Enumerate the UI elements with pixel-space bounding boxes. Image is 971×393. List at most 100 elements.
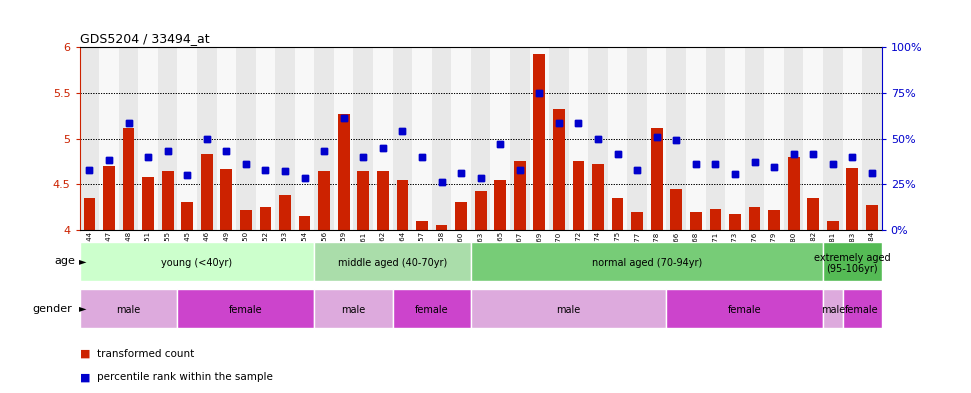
- Point: [610, 151, 625, 157]
- Text: ►: ►: [79, 256, 86, 266]
- Bar: [475, 191, 486, 230]
- Bar: [158, 47, 178, 230]
- Point: [531, 90, 547, 96]
- Bar: [318, 171, 330, 230]
- Bar: [455, 202, 467, 230]
- Bar: [569, 47, 588, 230]
- Bar: [612, 198, 623, 230]
- Bar: [631, 211, 643, 230]
- Point: [160, 148, 176, 154]
- Bar: [240, 210, 251, 230]
- Bar: [436, 225, 448, 230]
- Point: [375, 145, 390, 151]
- Point: [708, 161, 723, 167]
- Point: [415, 154, 430, 160]
- Bar: [803, 47, 823, 230]
- Point: [845, 154, 860, 160]
- Bar: [787, 157, 799, 230]
- Bar: [592, 164, 604, 230]
- Bar: [533, 55, 545, 230]
- Bar: [651, 128, 662, 230]
- Point: [845, 154, 860, 160]
- Bar: [220, 169, 232, 230]
- Point: [101, 157, 117, 163]
- Bar: [471, 47, 490, 230]
- Bar: [843, 289, 882, 328]
- Bar: [392, 289, 471, 328]
- Bar: [178, 289, 315, 328]
- Text: male: male: [342, 305, 366, 316]
- Text: GDS5204 / 33494_at: GDS5204 / 33494_at: [80, 31, 209, 44]
- Bar: [550, 47, 569, 230]
- Point: [82, 167, 97, 173]
- Bar: [862, 47, 882, 230]
- Bar: [827, 221, 839, 230]
- Bar: [666, 47, 686, 230]
- Point: [415, 154, 430, 160]
- Bar: [84, 198, 95, 230]
- Text: male: male: [556, 305, 581, 316]
- Bar: [353, 47, 373, 230]
- Text: young (<40yr): young (<40yr): [161, 258, 233, 268]
- Point: [278, 168, 293, 174]
- Bar: [162, 171, 174, 230]
- Bar: [377, 171, 388, 230]
- Point: [473, 174, 488, 181]
- Text: transformed count: transformed count: [97, 349, 194, 359]
- Point: [747, 159, 762, 165]
- Point: [492, 141, 508, 147]
- Bar: [764, 47, 784, 230]
- Bar: [259, 207, 271, 230]
- Point: [786, 151, 801, 157]
- Bar: [749, 207, 760, 230]
- Text: male: male: [820, 305, 845, 316]
- Bar: [494, 180, 506, 230]
- Bar: [432, 47, 452, 230]
- Point: [590, 135, 606, 142]
- Point: [649, 134, 664, 140]
- Bar: [588, 47, 608, 230]
- Point: [708, 161, 723, 167]
- Bar: [827, 221, 839, 230]
- Text: gender: gender: [32, 303, 72, 314]
- Bar: [373, 47, 392, 230]
- Point: [82, 167, 97, 173]
- Bar: [315, 289, 392, 328]
- Point: [864, 170, 880, 176]
- Point: [336, 115, 352, 121]
- Bar: [122, 128, 134, 230]
- Bar: [279, 195, 291, 230]
- Bar: [729, 214, 741, 230]
- Point: [141, 154, 156, 160]
- Point: [120, 120, 136, 126]
- Point: [571, 120, 586, 126]
- Bar: [392, 47, 412, 230]
- Bar: [197, 47, 217, 230]
- Bar: [162, 171, 174, 230]
- Bar: [631, 211, 643, 230]
- Bar: [494, 180, 506, 230]
- Point: [297, 174, 313, 181]
- Point: [610, 151, 625, 157]
- Bar: [142, 177, 154, 230]
- Point: [180, 172, 195, 178]
- Text: normal aged (70-94yr): normal aged (70-94yr): [591, 258, 702, 268]
- Point: [394, 128, 410, 134]
- Bar: [847, 168, 858, 230]
- Text: female: female: [415, 305, 449, 316]
- Point: [668, 137, 684, 143]
- Bar: [201, 154, 213, 230]
- Bar: [745, 47, 764, 230]
- Bar: [255, 47, 275, 230]
- Bar: [670, 189, 683, 230]
- Bar: [514, 162, 525, 230]
- Point: [766, 164, 782, 170]
- Bar: [666, 289, 823, 328]
- Bar: [80, 289, 178, 328]
- Bar: [299, 216, 311, 230]
- Bar: [725, 47, 745, 230]
- Bar: [514, 162, 525, 230]
- Bar: [553, 109, 565, 230]
- Bar: [768, 210, 780, 230]
- Point: [434, 179, 450, 185]
